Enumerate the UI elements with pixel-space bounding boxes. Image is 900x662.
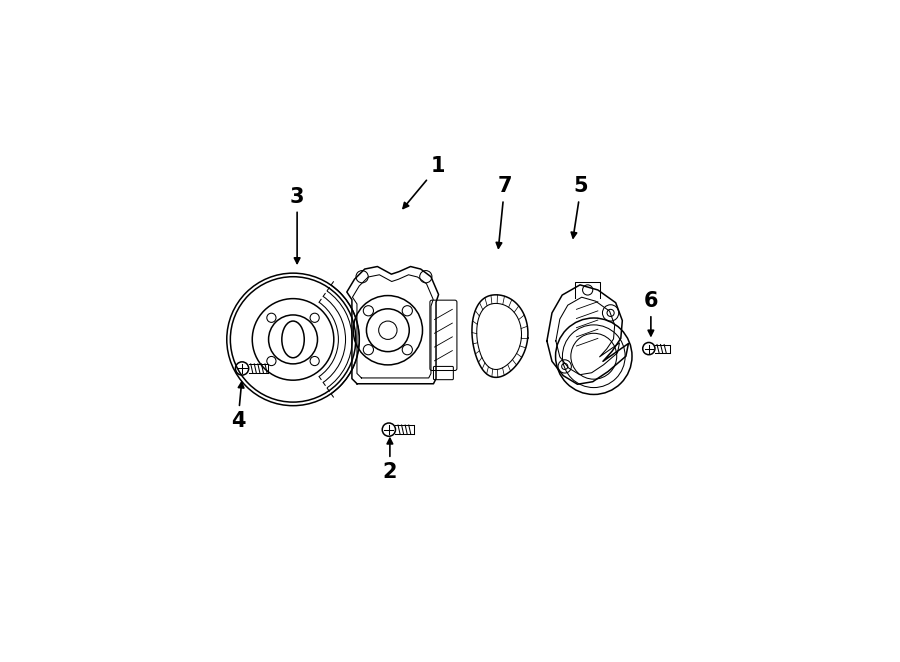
Text: 5: 5 xyxy=(572,177,589,238)
Text: 6: 6 xyxy=(644,291,658,336)
Text: 1: 1 xyxy=(403,156,446,209)
Text: 3: 3 xyxy=(290,187,304,263)
Text: 4: 4 xyxy=(230,382,245,431)
Text: 7: 7 xyxy=(496,177,512,248)
Text: 2: 2 xyxy=(382,438,397,482)
